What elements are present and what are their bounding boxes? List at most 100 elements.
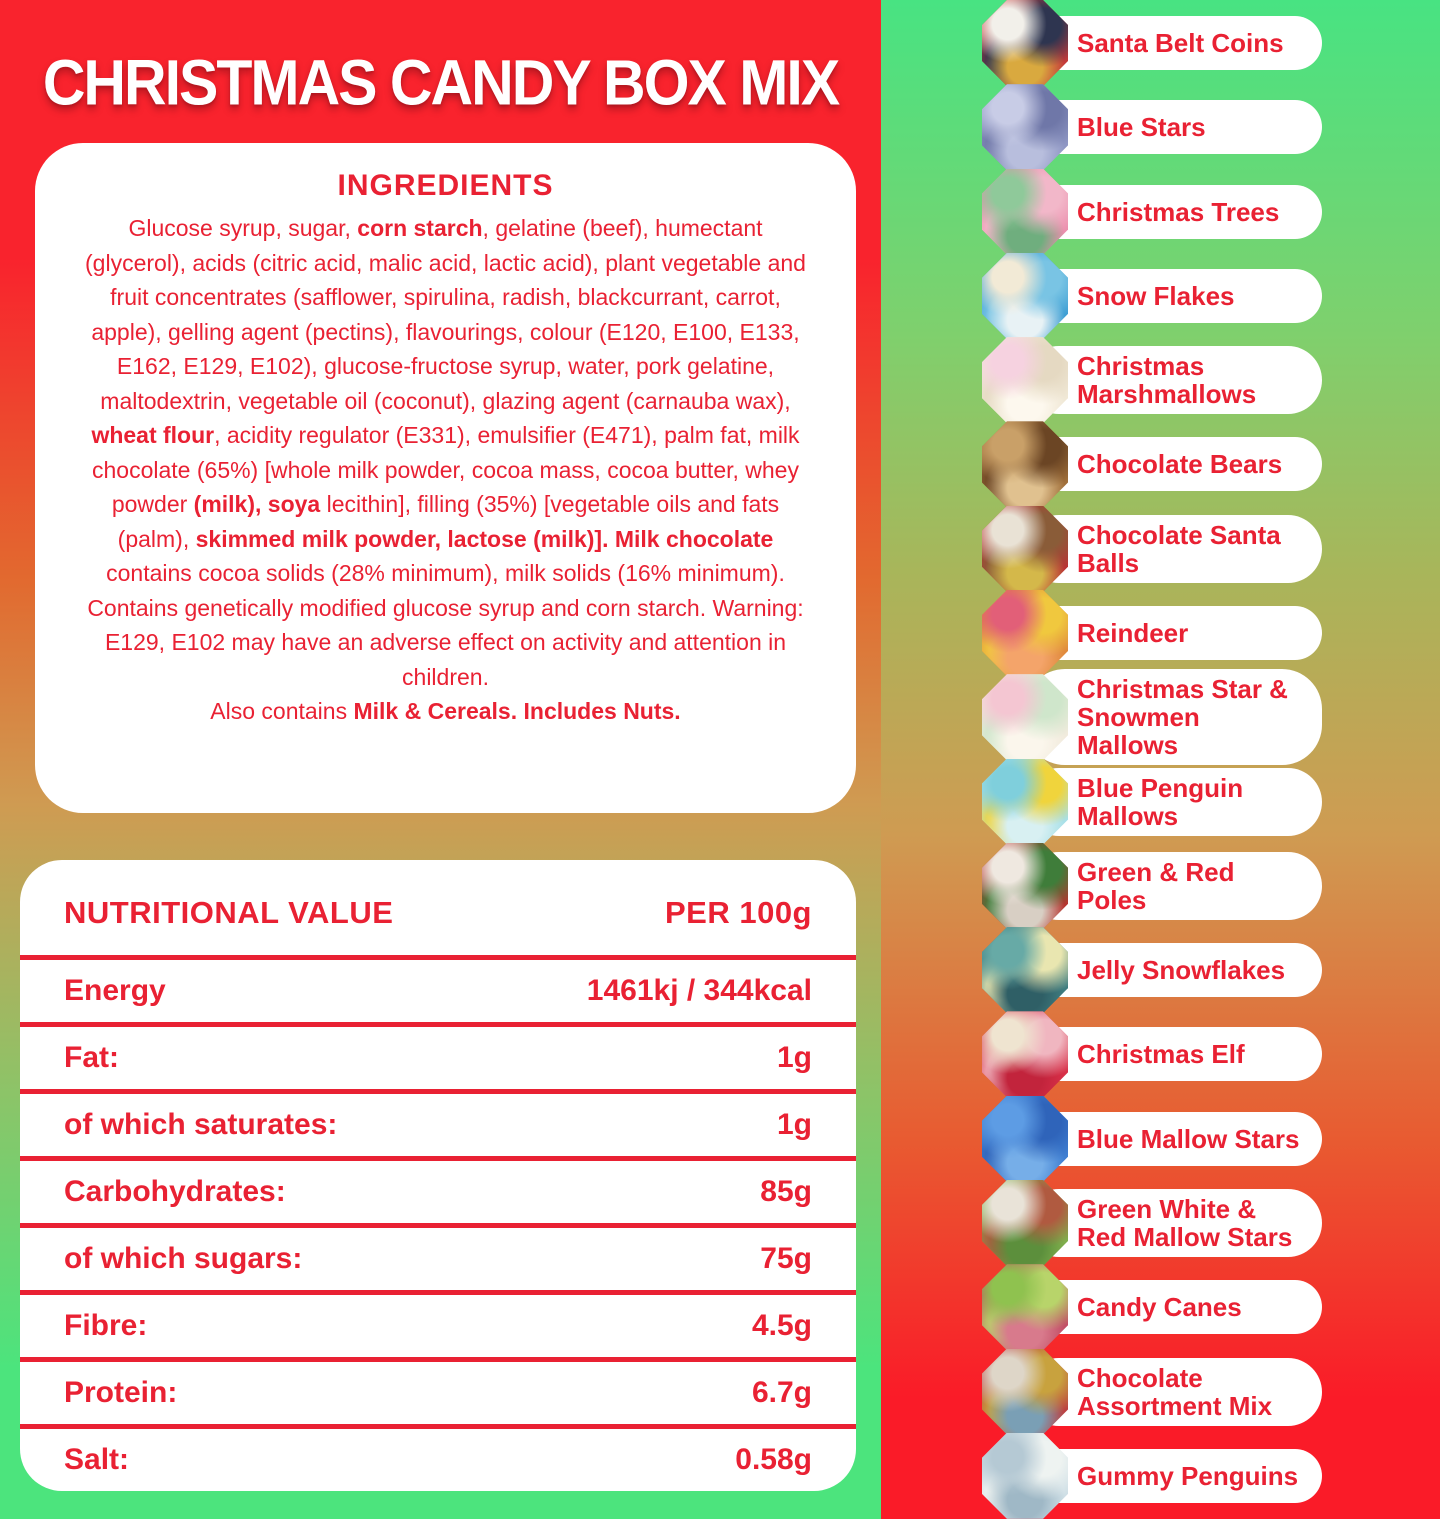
- nutrient-value: 1g: [776, 1108, 812, 1141]
- candy-type-label: Blue Mallow Stars: [1077, 1123, 1300, 1154]
- nutrient-label: Protein:: [64, 1376, 178, 1409]
- nutrition-row: Fibre: 4.5g: [20, 1290, 856, 1357]
- candy-type-pill: Gummy Penguins: [1025, 1448, 1322, 1503]
- chocolate-assortment-mix-photo: [982, 1348, 1068, 1435]
- nutrition-row: Energy 1461kj / 344kcal: [20, 955, 856, 1022]
- candy-type-pill: Candy Canes: [1025, 1280, 1322, 1335]
- candy-type-label: Green White & Red Mallow Stars: [1077, 1193, 1293, 1252]
- reindeer-photo: [982, 589, 1068, 676]
- candy-type-label: Chocolate Bears: [1077, 449, 1283, 480]
- nutrition-row: Salt: 0.58g: [20, 1424, 856, 1491]
- nutrient-label: Energy: [64, 974, 166, 1007]
- nutrient-value: 1461kj / 344kcal: [586, 974, 812, 1007]
- candy-type-label: Reindeer: [1077, 617, 1189, 648]
- candy-canes-photo: [982, 1264, 1068, 1351]
- candy-type-pill: Christmas Star & Snowmen Mallows: [1025, 669, 1322, 766]
- christmas-star-snowmen-mallows-photo: [982, 674, 1068, 761]
- candy-type-pill: Green White & Red Mallow Stars: [1025, 1188, 1322, 1257]
- candy-type-pill: Chocolate Bears: [1025, 437, 1322, 492]
- candy-type-label: Santa Belt Coins: [1077, 28, 1284, 58]
- candy-type-label: Blue Stars: [1077, 112, 1206, 143]
- candy-type-item: Christmas Trees: [881, 168, 1440, 255]
- candy-type-pill: Christmas Trees: [1025, 184, 1322, 239]
- candy-type-item: Green & Red Poles: [881, 842, 1440, 929]
- nutrient-label: of which saturates:: [64, 1108, 338, 1141]
- candy-type-label: Christmas Trees: [1077, 196, 1280, 227]
- candy-type-pill: Blue Penguin Mallows: [1025, 767, 1322, 836]
- candy-type-item: Chocolate Bears: [881, 421, 1440, 508]
- nutrition-row: Carbohydrates: 85g: [20, 1156, 856, 1223]
- candy-type-item: Green White & Red Mallow Stars: [881, 1179, 1440, 1266]
- candy-type-item: Santa Belt Coins: [881, 0, 1440, 86]
- christmas-marshmallows-photo: [982, 337, 1068, 424]
- candy-type-label: Candy Canes: [1077, 1292, 1242, 1323]
- nutrition-table: NUTRITIONAL VALUE PER 100g Energy 1461kj …: [20, 860, 856, 1491]
- candy-type-pill: Green & Red Poles: [1025, 851, 1322, 920]
- product-title: CHRISTMAS CANDY BOX MIX: [42, 47, 840, 119]
- blue-mallow-stars-photo: [982, 1095, 1068, 1182]
- nutrient-label: Fibre:: [64, 1309, 148, 1342]
- nutrition-row: Fat: 1g: [20, 1022, 856, 1089]
- candy-type-item: Christmas Marshmallows: [881, 337, 1440, 424]
- candy-type-pill: Reindeer: [1025, 605, 1322, 660]
- ingredient-segment: lecithin], filling (35%) [vegetable oils…: [117, 491, 780, 552]
- nutrition-header-label: NUTRITIONAL VALUE: [64, 894, 394, 930]
- candy-type-item: Chocolate Santa Balls: [881, 505, 1440, 592]
- ingredient-emphasis: (milk), soya: [193, 491, 321, 517]
- green-red-poles-photo: [982, 842, 1068, 929]
- ingredient-segment: contains cocoa solids (28% minimum), mil…: [87, 560, 804, 690]
- nutrition-header-per: PER 100g: [664, 894, 812, 930]
- candy-types-list: Santa Belt Coins Blue Stars Christmas Tree…: [881, 0, 1440, 1519]
- santa-belt-coins-photo: [982, 0, 1068, 86]
- candy-type-item: Blue Mallow Stars: [881, 1095, 1440, 1182]
- ingredient-emphasis: Milk & Cereals. Includes Nuts.: [353, 698, 681, 724]
- candy-type-item: Candy Canes: [881, 1264, 1440, 1351]
- candy-type-item: Jelly Snowflakes: [881, 927, 1440, 1014]
- nutrition-row: of which sugars: 75g: [20, 1223, 856, 1290]
- ingredient-segment: , gelatine (beef), humectant (glycerol),…: [85, 215, 806, 414]
- main-panel: CHRISTMAS CANDY BOX MIX INGREDIENTS Gluc…: [0, 0, 881, 1519]
- ingredients-text: Glucose syrup, sugar, corn starch, gelat…: [77, 211, 814, 729]
- candy-type-pill: Snow Flakes: [1025, 268, 1322, 323]
- ingredient-emphasis: wheat flour: [91, 422, 215, 448]
- ingredients-heading: INGREDIENTS: [337, 169, 554, 202]
- christmas-elf-photo: [982, 1011, 1068, 1098]
- candy-type-pill: Blue Mallow Stars: [1025, 1111, 1322, 1166]
- candy-type-item: Reindeer: [881, 589, 1440, 676]
- nutrient-value: 75g: [760, 1242, 812, 1275]
- ingredient-emphasis: corn starch: [357, 215, 483, 241]
- ingredient-emphasis: skimmed milk powder, lactose (milk)]. Mi…: [195, 525, 774, 552]
- jelly-snowflakes-photo: [982, 927, 1068, 1014]
- candy-type-item: Blue Stars: [881, 84, 1440, 171]
- blue-stars-photo: [982, 84, 1068, 171]
- ingredients-paragraph: Glucose syrup, sugar, corn starch, gelat…: [77, 211, 814, 694]
- ingredient-segment: , acidity regulator (E331), emulsifier (…: [92, 422, 800, 517]
- nutrient-value: 6.7g: [751, 1376, 812, 1409]
- nutrient-value: 1g: [776, 1041, 812, 1074]
- candy-type-item: Christmas Star & Snowmen Mallows: [881, 669, 1440, 766]
- chocolate-bears-photo: [982, 421, 1068, 508]
- candy-type-label: Chocolate Assortment Mix: [1077, 1362, 1273, 1421]
- candy-type-pill: Christmas Marshmallows: [1025, 346, 1322, 415]
- candy-type-label: Blue Penguin Mallows: [1077, 772, 1244, 831]
- candy-type-label: Snow Flakes: [1077, 280, 1235, 311]
- candy-type-label: Christmas Elf: [1077, 1039, 1245, 1070]
- candy-type-pill: Christmas Elf: [1025, 1027, 1322, 1082]
- nutrition-rows: Energy 1461kj / 344kcal Fat: 1g of which sat…: [20, 955, 856, 1491]
- nutrient-value: 4.5g: [751, 1309, 812, 1342]
- nutrient-label: of which sugars:: [64, 1242, 303, 1275]
- candy-type-item: Blue Penguin Mallows: [881, 758, 1440, 845]
- nutrient-label: Carbohydrates:: [64, 1175, 286, 1208]
- green-white-red-mallow-stars-photo: [982, 1179, 1068, 1266]
- nutrition-row: Protein: 6.7g: [20, 1357, 856, 1424]
- nutrient-label: Fat:: [64, 1041, 119, 1074]
- nutrient-label: Salt:: [64, 1443, 130, 1476]
- candy-type-pill: Chocolate Santa Balls: [1025, 514, 1322, 583]
- candy-type-label: Green & Red Poles: [1077, 856, 1235, 915]
- ingredients-box: INGREDIENTS Glucose syrup, sugar, corn s…: [35, 143, 856, 813]
- candy-type-pill: Chocolate Assortment Mix: [1025, 1357, 1322, 1426]
- snow-flakes-photo: [982, 252, 1068, 339]
- candy-type-label: Jelly Snowflakes: [1077, 955, 1286, 986]
- ingredients-paragraph: Also contains Milk & Cereals. Includes N…: [77, 694, 814, 729]
- nutrient-value: 85g: [760, 1175, 812, 1208]
